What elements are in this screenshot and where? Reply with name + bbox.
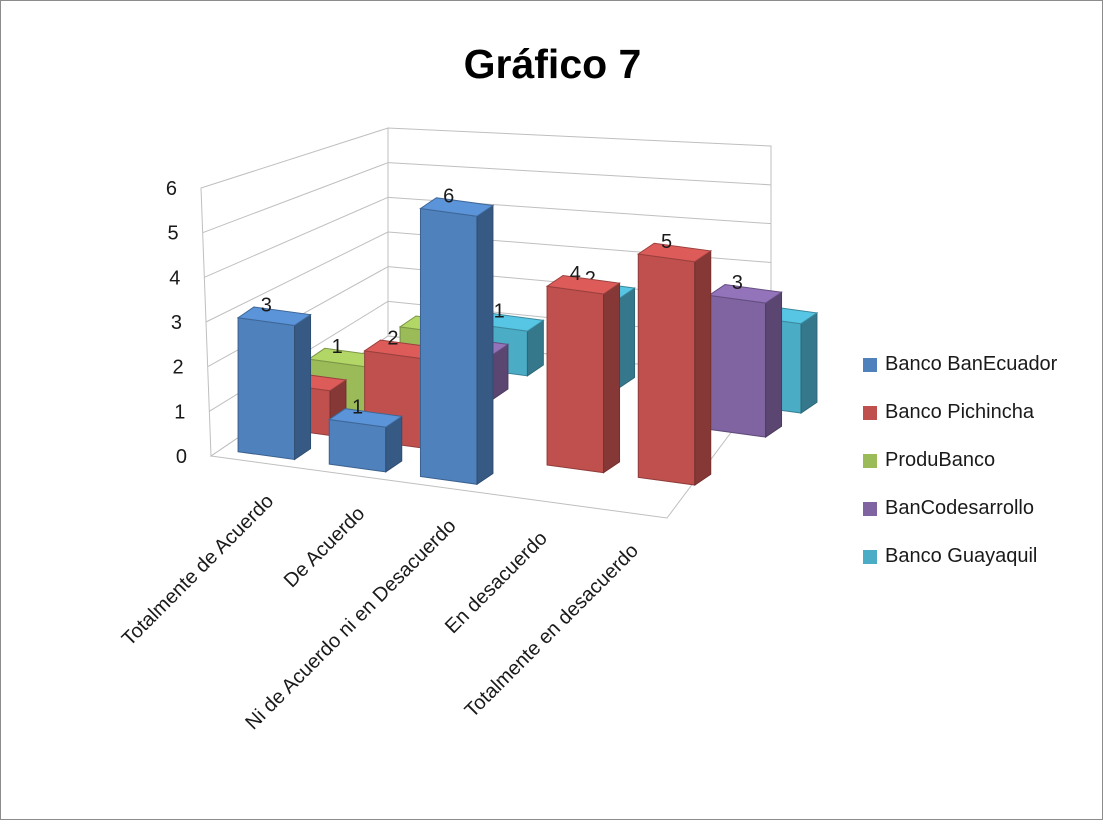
data-label: 3 [732, 272, 743, 294]
x-tick-label: En desacuerdo [441, 527, 552, 638]
bar-front [708, 294, 767, 438]
legend-swatch [863, 501, 877, 516]
data-label: 1 [494, 300, 505, 322]
legend-label: BanCodesarrollo [885, 497, 1034, 519]
bar [236, 306, 312, 461]
y-tick-label: 4 [169, 267, 180, 289]
legend-item: Banco Pichincha [863, 397, 1057, 428]
back-gridline [387, 162, 772, 186]
legend-label: Banco BanEcuador [885, 353, 1058, 375]
bar-top [636, 242, 713, 263]
x-tick-label: Ni de Acuerdo ni en Desacuerdo [241, 515, 460, 734]
bar-front [328, 418, 387, 473]
bar-side [476, 204, 494, 486]
side-gridline [204, 196, 389, 278]
data-label: 2 [387, 328, 398, 350]
legend-item: Banco BanEcuador [863, 349, 1057, 380]
bar-side [694, 249, 712, 486]
legend-item: ProduBanco [863, 445, 1057, 476]
legend-swatch [863, 405, 877, 420]
bar [707, 284, 783, 438]
bar-side [765, 291, 783, 438]
bar-top [419, 197, 495, 217]
chart-legend: Banco BanEcuador Banco Pichincha ProduBa… [863, 349, 1057, 589]
x-tick-label: Totalmente de Acuerdo [118, 490, 278, 650]
legend-swatch [863, 549, 877, 564]
data-label: 5 [661, 231, 672, 253]
legend-item: BanCodesarrollo [863, 493, 1057, 524]
bar [419, 197, 495, 486]
data-label: 6 [443, 185, 454, 207]
legend-label: Banco Pichincha [885, 401, 1034, 423]
side-gridline [205, 231, 389, 323]
bar-side [294, 313, 312, 461]
data-label: 1 [332, 336, 343, 358]
legend-label: Banco Guayaquil [885, 545, 1038, 567]
legend-swatch [863, 357, 877, 372]
bar-top [236, 306, 312, 326]
bar-side [603, 282, 621, 474]
bar-side [800, 311, 818, 414]
y-tick-label: 2 [173, 357, 184, 379]
data-label: 4 [570, 263, 581, 285]
x-tick-label: De Acuerdo [280, 503, 369, 592]
bar [327, 408, 404, 473]
bar-front [637, 253, 696, 486]
bars: 121213121245316 [236, 185, 819, 486]
bar-top [327, 408, 404, 428]
bar-front [237, 317, 296, 461]
bar-top [707, 284, 783, 304]
bar-front [546, 285, 605, 474]
legend-item: Banco Guayaquil [863, 541, 1057, 572]
bar-side [618, 287, 636, 390]
legend-label: ProduBanco [885, 449, 996, 471]
bar-top [545, 274, 621, 295]
y-tick-label: 6 [166, 178, 177, 200]
side-gridline [202, 162, 389, 234]
data-label: 1 [352, 396, 363, 418]
chart-title: Gráfico 7 [463, 41, 642, 87]
bar [545, 274, 621, 474]
bar-front [419, 207, 478, 485]
bar [636, 242, 713, 486]
data-label: 3 [261, 295, 272, 317]
legend-swatch [863, 453, 877, 468]
y-tick-label: 5 [168, 223, 179, 245]
y-tick-label: 0 [176, 446, 187, 468]
y-tick-label: 3 [171, 312, 182, 334]
x-tick-label: Totalmente en desacuerdo [461, 540, 643, 722]
y-tick-label: 1 [174, 401, 185, 423]
